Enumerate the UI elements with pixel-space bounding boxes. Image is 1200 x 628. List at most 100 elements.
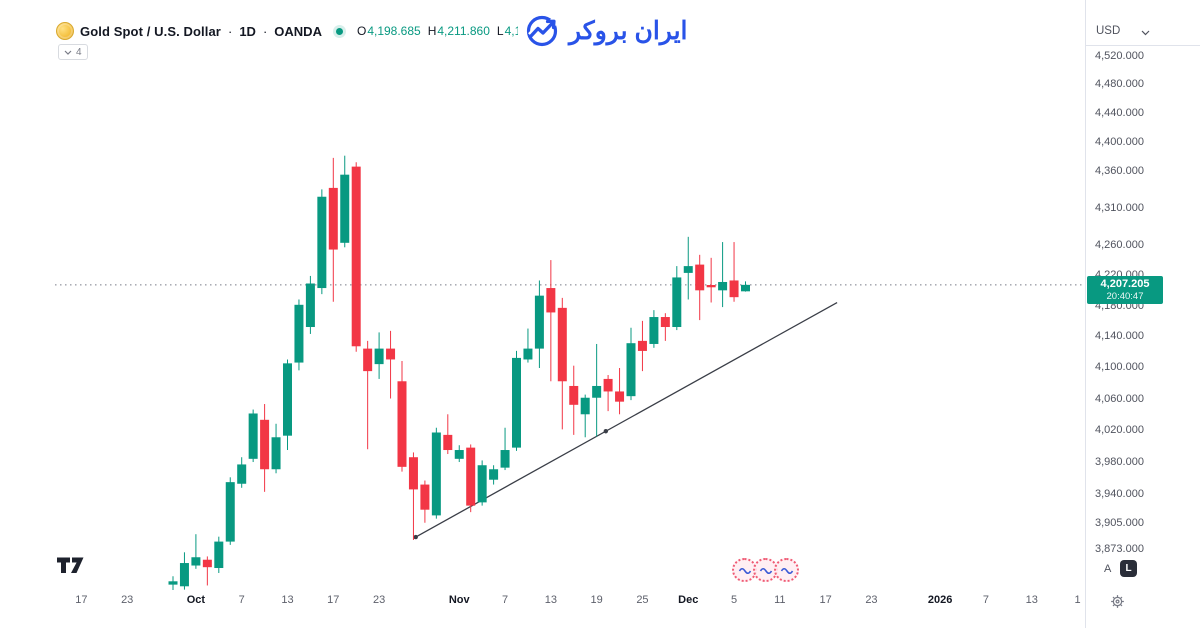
price-tick: 4,260.000	[1095, 239, 1144, 252]
price-tick: 3,905.000	[1095, 516, 1144, 529]
rosette-stamp-icon	[774, 558, 799, 582]
trendline-drawing[interactable]	[413, 301, 838, 539]
candlestick	[649, 310, 659, 348]
candlestick	[351, 162, 361, 352]
candlestick	[489, 465, 499, 485]
price-tick: 4,440.000	[1095, 106, 1144, 119]
separator-dot: ·	[227, 23, 233, 39]
log-scale-button[interactable]: L	[1120, 560, 1137, 577]
time-label-month: Oct	[186, 594, 206, 606]
chevron-down-icon	[64, 50, 72, 55]
time-label-day: 23	[865, 594, 878, 606]
price-axis[interactable]: USD 4,520.000 4,480.000 4,440.000 4,400.000…	[1085, 0, 1200, 628]
candlestick	[237, 457, 247, 488]
time-label-day: 17	[819, 594, 832, 606]
candlestick-chart-canvas[interactable]	[0, 0, 1085, 590]
candlestick	[603, 375, 613, 412]
candlestick	[317, 189, 327, 295]
time-label-day: 23	[372, 594, 386, 606]
time-label-day: 1	[1074, 594, 1081, 606]
price-tick: 4,480.000	[1095, 78, 1144, 91]
time-label-day: 13	[544, 594, 557, 606]
time-label-day: 7	[982, 594, 989, 606]
time-label-month: Dec	[678, 594, 699, 606]
candlestick	[500, 427, 510, 471]
candlestick	[569, 365, 579, 435]
candlestick	[592, 343, 602, 437]
high-label: H	[427, 24, 437, 38]
auto-scale-button[interactable]: A	[1104, 563, 1112, 575]
candlestick	[672, 266, 682, 331]
brand-name: ایران بروکر	[569, 17, 688, 45]
price-tick: 3,940.000	[1095, 488, 1144, 501]
trendline-anchor[interactable]	[603, 429, 609, 434]
candlestick	[580, 394, 590, 438]
candlestick	[706, 257, 716, 303]
candlestick	[179, 552, 189, 590]
time-label-day: 5	[730, 594, 738, 606]
gold-coin-icon	[56, 22, 74, 40]
time-axis[interactable]: 17 23 Oct 7 13 17 23 Nov 7 13 19 25 Dec 5 11 17 23 2026 7 1…	[0, 590, 1085, 628]
trendline-anchor[interactable]	[413, 534, 418, 540]
candlestick	[626, 327, 636, 401]
high-value: 4,211.860	[437, 24, 490, 38]
current-price: 4,207.205	[1100, 277, 1150, 290]
time-label-day: 13	[281, 594, 294, 606]
ohlc-values: O4,198.685 H4,211.860 L4,198.	[357, 24, 538, 38]
candlestick	[248, 409, 258, 463]
exchange-label[interactable]: OANDA	[274, 23, 322, 39]
price-tick: 4,020.000	[1095, 424, 1144, 437]
candlestick	[546, 260, 556, 382]
time-label-day: 25	[636, 594, 649, 606]
candlestick	[660, 313, 670, 341]
candlestick	[168, 576, 178, 590]
current-price-tag: 4,207.205 20:40:47	[1087, 275, 1163, 304]
price-tick: 4,360.000	[1095, 165, 1144, 177]
separator-dot: ·	[262, 23, 268, 39]
price-tick: 3,873.000	[1095, 543, 1144, 555]
time-label-month: Nov	[448, 594, 470, 606]
time-label-day: 17	[327, 594, 340, 606]
candlestick	[534, 280, 544, 369]
candlestick	[420, 480, 430, 523]
candlestick	[340, 155, 350, 248]
candlestick	[363, 340, 373, 450]
price-tick: 3,980.000	[1095, 456, 1144, 469]
candlestick	[225, 477, 235, 545]
chevron-down-icon[interactable]	[1141, 30, 1150, 36]
price-tick: 4,100.000	[1095, 361, 1144, 374]
candlestick	[294, 299, 304, 371]
gear-icon[interactable]	[1110, 594, 1125, 609]
candlestick	[454, 445, 464, 463]
stamp-badge	[732, 558, 799, 582]
interval-button[interactable]: 1D	[239, 23, 256, 39]
candlestick	[466, 444, 476, 513]
time-label-month: 2026	[927, 594, 953, 606]
tradingview-logo[interactable]	[57, 555, 85, 575]
currency-selector[interactable]: USD	[1096, 25, 1121, 37]
time-label-day: 13	[1025, 594, 1038, 606]
time-label-day: 23	[121, 594, 134, 606]
candlestick	[214, 536, 224, 573]
candlestick	[260, 404, 270, 492]
candlestick	[374, 332, 384, 379]
time-label-day: 11	[774, 594, 786, 606]
chart-legend: Gold Spot / U.S. Dollar · 1D · OANDA O 4,…	[56, 22, 538, 40]
candlestick	[477, 460, 487, 506]
legend-collapse-chip[interactable]: 4	[58, 44, 88, 60]
brand-chart-arrow-icon	[526, 15, 558, 47]
candlestick	[271, 423, 281, 474]
candlestick	[386, 330, 396, 399]
symbol-title[interactable]: Gold Spot / U.S. Dollar	[80, 23, 221, 39]
price-tick: 4,400.000	[1095, 135, 1144, 148]
candlestick	[695, 254, 705, 321]
candlestick	[202, 556, 212, 586]
price-tick: 4,520.000	[1095, 50, 1144, 62]
candlestick	[741, 281, 750, 292]
legend-count: 4	[76, 46, 82, 58]
candlestick	[557, 297, 567, 430]
candlestick	[443, 414, 453, 455]
low-label: L	[496, 24, 504, 38]
time-label-day: 7	[238, 594, 245, 606]
candlestick	[328, 157, 338, 302]
